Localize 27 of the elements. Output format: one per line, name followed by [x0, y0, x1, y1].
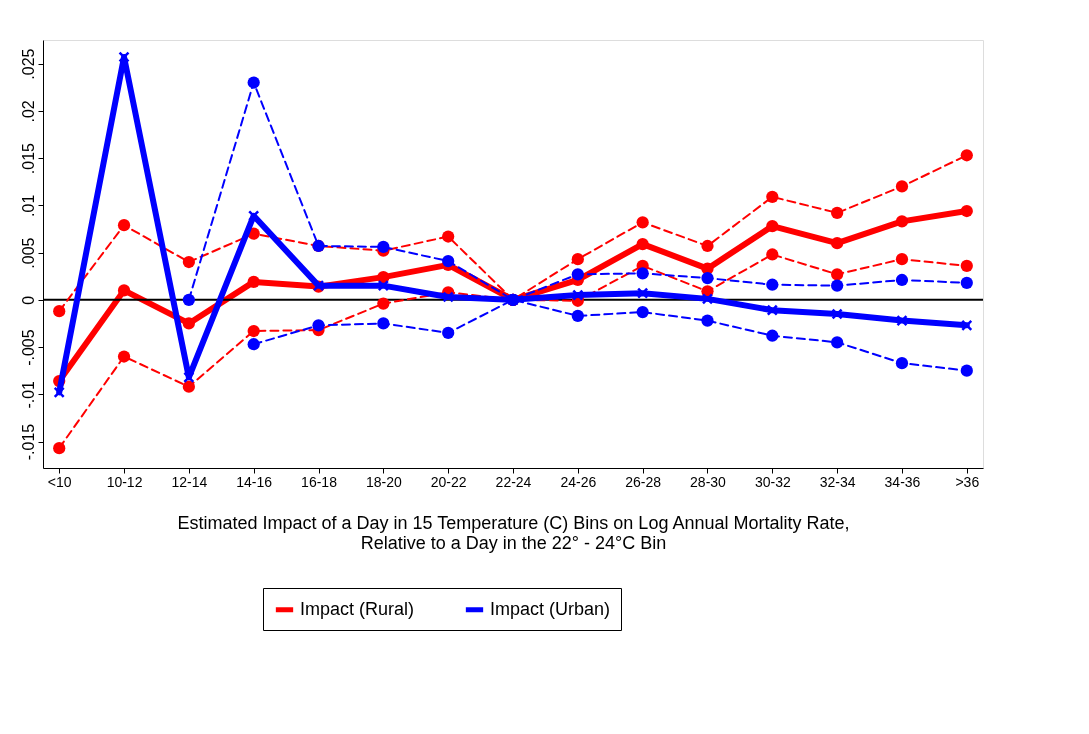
x-tick-label: 22-24 [495, 473, 532, 490]
y-tick-label: -.015 [19, 423, 37, 461]
y-tick-label: .005 [19, 237, 37, 269]
legend-label: Impact (Urban) [490, 598, 611, 619]
x-tick-label: 16-18 [301, 473, 338, 490]
y-tick-label: .025 [19, 48, 37, 80]
y-tick-label: .02 [19, 100, 37, 123]
x-tick-label: 26-28 [625, 473, 662, 490]
x-tick-label: >36 [955, 473, 980, 490]
x-tick-label: 14-16 [236, 473, 273, 490]
y-tick-label: -.005 [19, 329, 37, 366]
y-tick-label: -.01 [19, 380, 37, 409]
legend-label: Impact (Rural) [300, 598, 415, 619]
x-tick-label: <10 [47, 473, 72, 490]
y-tick-label: 0 [19, 295, 37, 305]
x-tick-label: 18-20 [365, 473, 402, 490]
x-tick-label: 32-34 [819, 473, 856, 490]
y-tick-label: .01 [19, 194, 37, 217]
x-tick-label: 12-14 [171, 473, 208, 490]
x-tick-label: 10-12 [106, 473, 143, 490]
x-tick-label: 28-30 [690, 473, 727, 490]
x-axis-title: Estimated Impact of a Day in 15 Temperature (C) Bins on Log Annual Mortality Rate, Relative to a Day in the 22° - 24°C Bin [177, 512, 850, 553]
y-tick-label: .015 [19, 142, 37, 175]
x-tick-label: 24-26 [560, 473, 597, 490]
x-tick-label: 20-22 [430, 473, 467, 490]
x-tick-label: 30-32 [754, 473, 791, 490]
x-tick-label: 34-36 [884, 473, 921, 490]
